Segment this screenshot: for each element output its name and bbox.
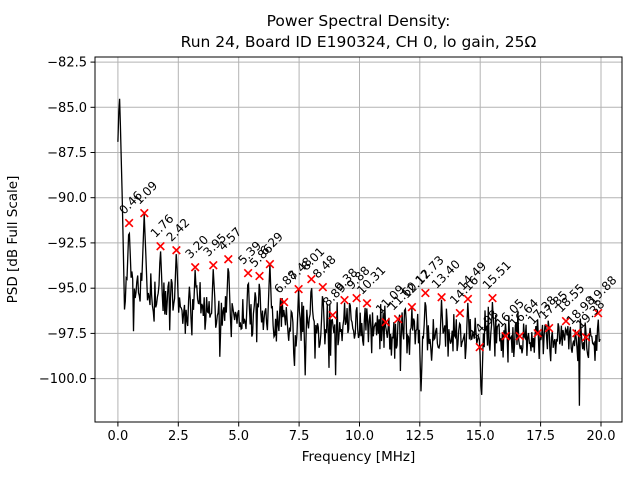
- peak-marker: [318, 282, 328, 292]
- peak-marker: [223, 254, 233, 264]
- peak-marker: [190, 262, 200, 272]
- y-tick-label: −82.5: [47, 56, 87, 71]
- peak-marker: [572, 328, 581, 338]
- x-tick-label: 0.0: [108, 429, 129, 444]
- y-tick-label: −97.5: [47, 327, 87, 342]
- peak-label: 15.51: [480, 258, 514, 292]
- x-tick-label: 17.5: [526, 429, 555, 444]
- y-tick-label: −85.0: [47, 101, 87, 116]
- peak-marker: [407, 302, 417, 312]
- peak-marker: [533, 328, 543, 338]
- peak-marker: [475, 342, 485, 352]
- peak-marker: [124, 218, 134, 228]
- chart-title-line1: Power Spectral Density:: [267, 12, 451, 30]
- tick-labels: 0.0 2.5 5.0 7.5 10.0 12.5 15.0 17.5 20.0 −82.5 −85…: [39, 56, 616, 444]
- peak-marker: [243, 268, 253, 278]
- x-tick-label: 5.0: [228, 429, 249, 444]
- x-tick-label: 12.5: [405, 429, 434, 444]
- peak-marker: [501, 331, 510, 341]
- peak-marker: [139, 208, 149, 218]
- peak-marker: [294, 284, 303, 294]
- axis-ticks: [90, 61, 602, 427]
- peak-marker: [593, 308, 603, 318]
- peak-marker: [352, 293, 361, 303]
- peak-marker: [340, 295, 349, 305]
- plot-border: [94, 56, 623, 423]
- x-axis-label: Frequency [MHz]: [302, 449, 415, 465]
- grid-lines: [95, 57, 622, 422]
- peak-label: 1.09: [132, 178, 161, 207]
- y-tick-label: −90.0: [47, 191, 87, 206]
- peak-markers: [124, 208, 603, 352]
- peak-marker: [307, 274, 316, 284]
- y-axis-label: PSD [dB Full Scale]: [5, 176, 21, 304]
- peak-marker: [393, 314, 403, 324]
- peak-marker: [362, 298, 372, 308]
- peak-marker: [544, 323, 554, 333]
- peak-marker: [328, 310, 338, 320]
- y-tick-label: −95.0: [47, 282, 87, 297]
- peak-marker: [255, 271, 264, 281]
- psd-trace: [117, 98, 601, 406]
- x-tick-label: 15.0: [466, 429, 495, 444]
- y-tick-label: −100.0: [39, 372, 87, 387]
- peak-marker: [265, 259, 275, 269]
- peak-label: 4.57: [216, 225, 245, 254]
- peak-marker: [208, 260, 218, 270]
- peak-marker: [421, 288, 430, 298]
- peak-marker: [463, 294, 473, 304]
- peak-marker: [437, 292, 446, 302]
- peak-marker: [279, 297, 289, 307]
- x-tick-label: 10.0: [345, 429, 374, 444]
- chart-title-line2: Run 24, Board ID E190324, CH 0, lo gain,…: [181, 33, 537, 51]
- peak-marker: [561, 316, 571, 326]
- peak-marker: [488, 293, 497, 303]
- peak-marker: [156, 241, 165, 251]
- peak-marker: [581, 332, 591, 342]
- peak-marker: [172, 245, 181, 255]
- x-tick-label: 7.5: [289, 429, 310, 444]
- peak-marker: [515, 331, 525, 341]
- y-tick-label: −92.5: [47, 236, 87, 251]
- x-tick-label: 20.0: [587, 429, 616, 444]
- x-tick-label: 2.5: [168, 429, 189, 444]
- peak-marker: [381, 317, 391, 327]
- y-tick-label: −87.5: [47, 146, 87, 161]
- peak-marker: [455, 308, 465, 318]
